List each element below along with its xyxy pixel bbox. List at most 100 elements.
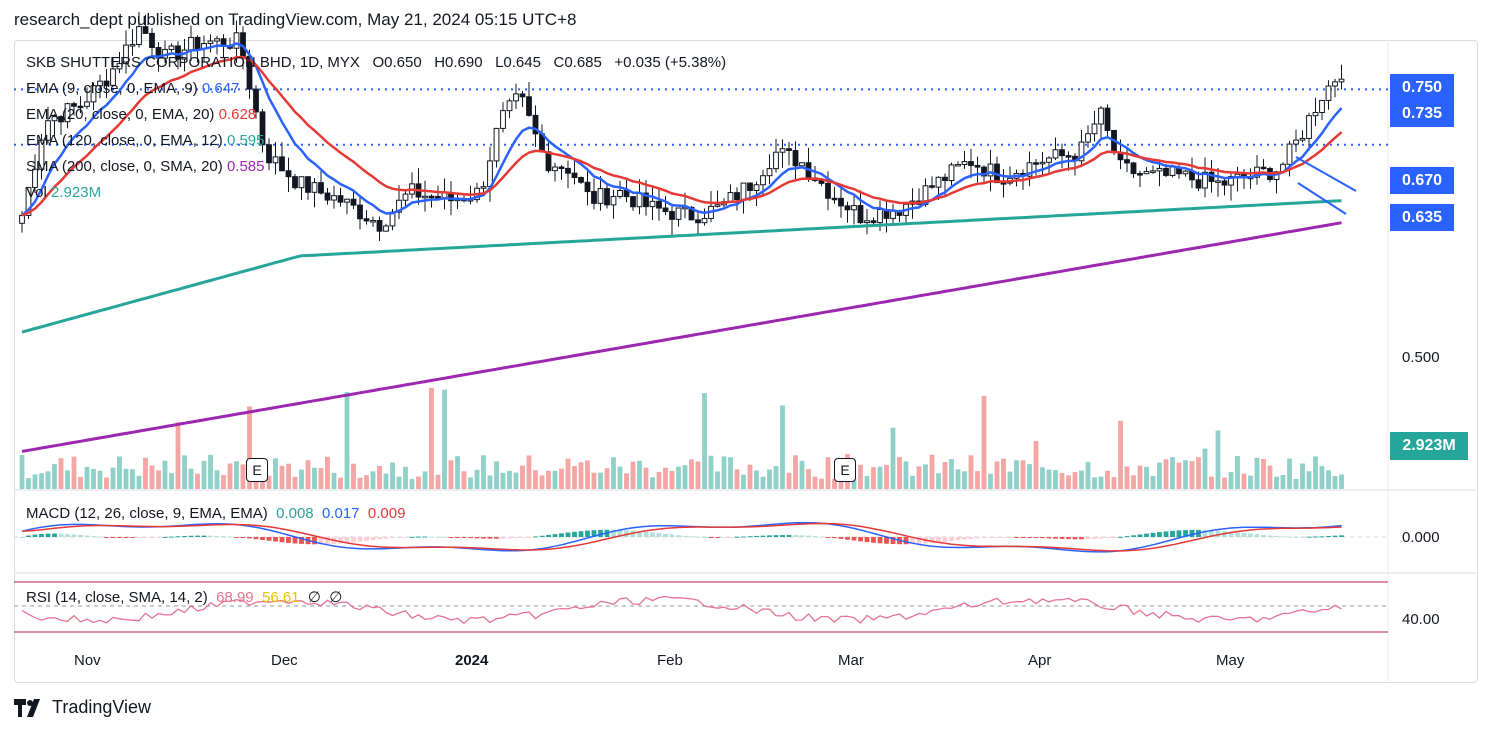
candle-body bbox=[188, 36, 194, 51]
macd-histogram-bar bbox=[988, 537, 993, 538]
earnings-marker[interactable]: E bbox=[834, 458, 856, 482]
macd-histogram-bar bbox=[234, 537, 239, 538]
volume-legend[interactable]: Vol 2.923M bbox=[26, 184, 101, 201]
candle-body bbox=[233, 32, 240, 49]
candle-body bbox=[786, 148, 792, 152]
volume-bar bbox=[351, 463, 356, 489]
macd-histogram-bar bbox=[1111, 537, 1117, 538]
volume-bar bbox=[416, 476, 421, 489]
candle-body bbox=[643, 192, 649, 208]
macd-histogram-bar bbox=[1215, 530, 1221, 537]
candle-body bbox=[734, 192, 740, 201]
candle-body bbox=[727, 192, 734, 203]
candle-body bbox=[961, 161, 968, 166]
macd-histogram-bar bbox=[1319, 536, 1325, 538]
ema9-legend[interactable]: EMA (9, close, 0, EMA, 9) 0.647 bbox=[26, 80, 239, 97]
candle-body bbox=[1156, 167, 1163, 172]
level-label-670[interactable]: 0.670 bbox=[1390, 167, 1454, 194]
candle-body bbox=[610, 195, 617, 206]
candle-body bbox=[981, 166, 987, 177]
volume-axis-label: 2.923M bbox=[1390, 432, 1468, 460]
macd-histogram-bar bbox=[1059, 537, 1065, 539]
macd-legend[interactable]: MACD (12, 26, close, 9, EMA, EMA) 0.008 … bbox=[26, 505, 405, 522]
volume-bar bbox=[195, 473, 200, 489]
tradingview-brand[interactable]: TradingView bbox=[14, 697, 151, 718]
chart-frame[interactable] bbox=[14, 40, 1478, 683]
macd-histogram-bar bbox=[487, 537, 493, 539]
candle-body bbox=[103, 80, 110, 86]
candle-body bbox=[948, 164, 955, 182]
volume-label: Vol bbox=[26, 184, 47, 201]
volume-bar bbox=[1215, 430, 1221, 489]
volume-bar bbox=[136, 475, 142, 489]
macd-histogram-bar bbox=[71, 534, 77, 537]
macd-histogram-bar bbox=[1150, 532, 1156, 537]
macd-histogram-bar bbox=[468, 537, 473, 539]
volume-bar bbox=[286, 463, 291, 489]
sma200-legend[interactable]: SMA (200, close, 0, SMA, 20) 0.585 bbox=[26, 158, 264, 175]
rsi-axis-tick: 40.00 bbox=[1402, 611, 1440, 628]
candle-body bbox=[493, 127, 500, 162]
level-label-635[interactable]: 0.635 bbox=[1390, 204, 1454, 231]
macd-histogram-bar bbox=[1053, 537, 1058, 539]
volume-bar bbox=[273, 458, 278, 489]
volume-bar bbox=[487, 475, 493, 489]
candle-body bbox=[1150, 170, 1156, 173]
volume-bar bbox=[780, 405, 785, 489]
candle-body bbox=[214, 38, 220, 42]
macd-histogram-bar bbox=[578, 531, 584, 537]
rsi-legend[interactable]: RSI (14, close, SMA, 14, 2) 68.99 56.61 … bbox=[26, 588, 342, 606]
volume-bar bbox=[214, 470, 220, 489]
volume-bar bbox=[1339, 474, 1344, 489]
ema20-legend[interactable]: EMA (20, close, 0, EMA, 20) 0.628 bbox=[26, 106, 256, 123]
volume-bar bbox=[591, 472, 597, 489]
macd-histogram-bar bbox=[117, 537, 122, 538]
candle-body bbox=[740, 182, 747, 201]
macd-histogram-bar bbox=[377, 537, 382, 540]
volume-bar bbox=[702, 393, 707, 489]
earnings-marker[interactable]: E bbox=[246, 458, 268, 482]
volume-bar bbox=[78, 476, 83, 489]
ema120-legend[interactable]: EMA (120, close, 0, EMA, 12) 0.595 bbox=[26, 132, 264, 149]
macd-histogram-bar bbox=[806, 535, 811, 537]
candle-body bbox=[266, 144, 272, 164]
xaxis-label-nov: Nov bbox=[74, 652, 101, 669]
volume-bar bbox=[812, 476, 818, 489]
macd-histogram-bar bbox=[851, 537, 857, 541]
candle-body bbox=[1033, 162, 1039, 165]
volume-bar bbox=[1170, 457, 1175, 489]
candle-body bbox=[97, 80, 103, 87]
volume-bar bbox=[578, 462, 584, 489]
volume-bar bbox=[175, 422, 181, 489]
candle-body bbox=[155, 47, 162, 59]
ema120-value: 0.595 bbox=[226, 132, 265, 149]
macd-histogram-bar bbox=[1085, 537, 1091, 540]
volume-bar bbox=[156, 470, 161, 489]
candle-body bbox=[974, 164, 981, 168]
level-label-735[interactable]: 0.735 bbox=[1390, 100, 1454, 127]
macd-histogram-bar bbox=[741, 536, 746, 538]
candle-body bbox=[1312, 111, 1319, 117]
macd-histogram-bar bbox=[734, 536, 740, 538]
candle-body bbox=[71, 103, 77, 107]
volume-bar bbox=[162, 460, 168, 489]
volume-bar bbox=[773, 466, 779, 489]
candle-body bbox=[324, 192, 331, 201]
volume-bar bbox=[1001, 458, 1006, 489]
candle-body bbox=[194, 36, 201, 50]
volume-bar bbox=[1332, 475, 1338, 489]
volume-bar bbox=[611, 457, 616, 489]
candle-body bbox=[669, 211, 675, 220]
macd-histogram-bar bbox=[188, 535, 194, 537]
macd-histogram-bar bbox=[52, 533, 57, 537]
candle-body bbox=[1000, 182, 1007, 185]
candle-body bbox=[526, 96, 532, 116]
candle-body bbox=[1299, 137, 1306, 141]
volume-bar bbox=[793, 455, 798, 489]
sma200-line bbox=[21, 221, 1342, 453]
level-label-750[interactable]: 0.750 bbox=[1390, 74, 1454, 101]
macd-histogram-bar bbox=[149, 537, 155, 538]
macd-histogram-bar bbox=[19, 537, 25, 538]
macd-histogram-bar bbox=[702, 536, 707, 538]
